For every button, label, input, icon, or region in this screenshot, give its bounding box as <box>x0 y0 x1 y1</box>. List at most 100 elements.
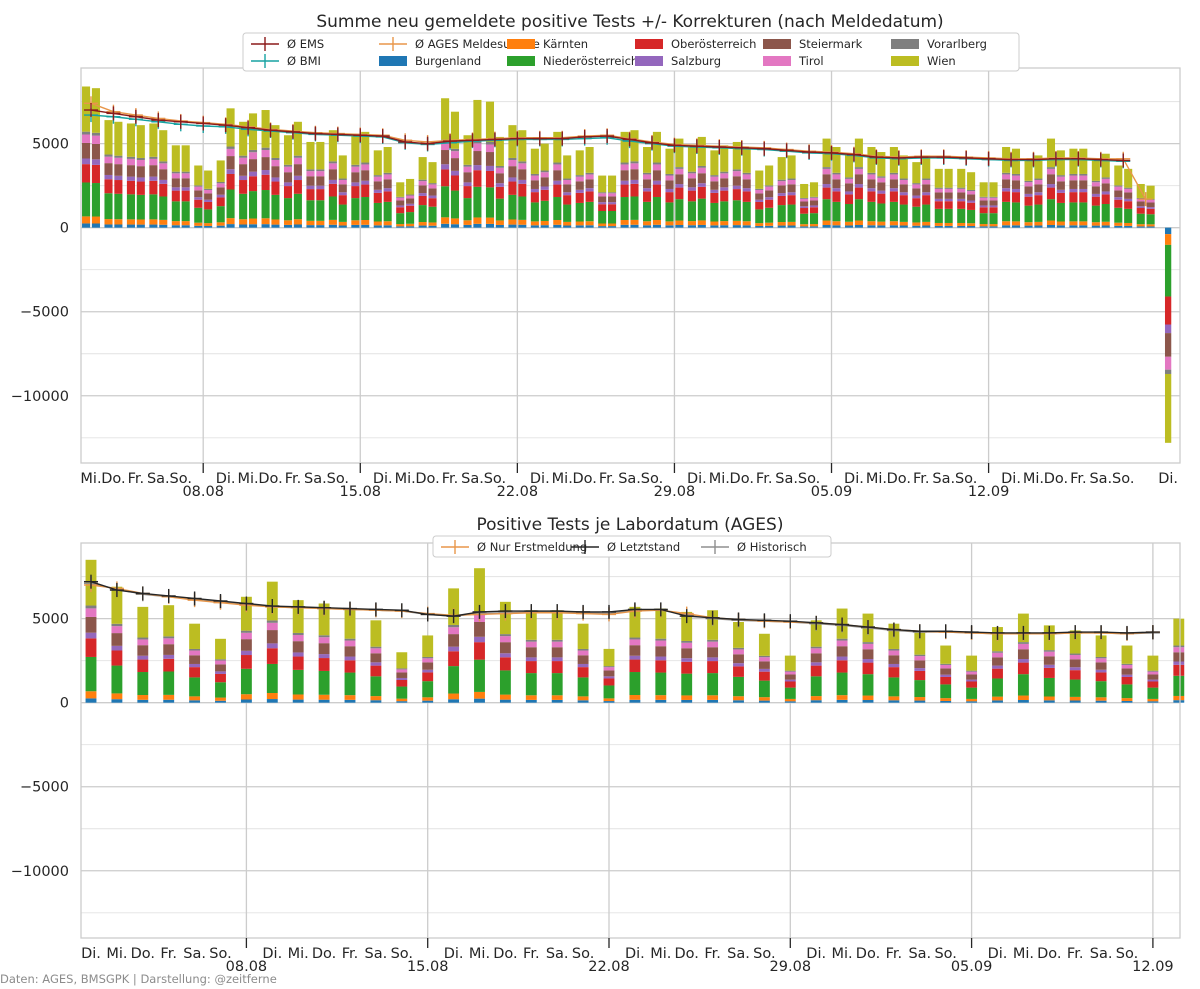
bar-segment <box>383 221 392 226</box>
bar-segment <box>422 662 434 670</box>
bar-segment <box>463 198 472 221</box>
bar-segment <box>675 187 684 200</box>
bar-segment <box>630 183 639 197</box>
bar-segment <box>922 192 931 196</box>
bar-segment <box>171 187 180 191</box>
x-day-label: So. <box>753 946 775 962</box>
x-day-label: Sa. <box>546 946 569 962</box>
bar-segment <box>136 157 145 161</box>
bar-segment <box>328 183 337 197</box>
bar-segment <box>787 204 796 222</box>
bar-segment <box>495 167 504 174</box>
bar-segment <box>1079 175 1088 181</box>
bar-segment <box>292 694 304 700</box>
bar-segment <box>652 131 661 163</box>
bar-segment <box>585 172 594 175</box>
bar-segment <box>1043 656 1055 665</box>
bar-segment <box>1147 670 1159 672</box>
bar-segment <box>163 671 175 695</box>
x-day-label: Mi. <box>395 471 416 487</box>
bar-segment <box>370 676 382 697</box>
bar-segment <box>777 205 786 223</box>
bar-segment <box>1173 647 1185 653</box>
bar-segment <box>710 221 719 226</box>
bar-segment <box>1024 186 1033 194</box>
chart2-legend: Ø Nur Erstmeldung Ø Letztstand Ø Historisc… <box>432 535 832 558</box>
bar-segment <box>495 198 504 221</box>
bar-segment <box>351 198 360 221</box>
bar-segment <box>577 655 589 664</box>
bar-segment <box>563 204 572 222</box>
bar-segment <box>261 218 270 225</box>
bar-segment <box>577 667 589 678</box>
chart1-y-ticks: −10000 −5000 0 5000 <box>11 137 69 405</box>
bar-segment <box>240 632 252 640</box>
bar-segment <box>137 672 149 696</box>
x-day-label: Mi. <box>552 471 573 487</box>
bar-segment <box>914 632 926 655</box>
bar-segment <box>979 205 988 208</box>
bar-segment <box>665 180 674 189</box>
bar-segment <box>1095 672 1107 682</box>
bar-segment <box>485 223 495 228</box>
bar-segment <box>687 225 696 228</box>
bar-segment <box>992 668 1003 679</box>
bar-segment <box>1079 173 1088 176</box>
bar-segment <box>1024 158 1033 181</box>
x-week-label: 05.09 <box>951 959 993 975</box>
bar-segment <box>755 209 764 224</box>
bar-segment <box>271 219 280 225</box>
bar-segment <box>967 200 976 203</box>
bar-segment <box>563 155 572 179</box>
bar-segment <box>126 180 135 195</box>
x-day-label: Do. <box>312 946 336 962</box>
bar-segment <box>508 181 517 195</box>
bar-segment <box>181 171 190 174</box>
bar-segment <box>707 661 719 674</box>
bar-segment <box>540 186 549 190</box>
bar-segment <box>351 182 360 187</box>
bar-segment <box>181 173 190 179</box>
bar-segment <box>525 647 537 658</box>
bar-segment <box>563 178 572 180</box>
x-week-label: 22.08 <box>588 959 630 975</box>
bar-segment <box>85 691 97 699</box>
bar-segment <box>418 205 427 223</box>
bar-segment <box>979 197 988 201</box>
bar-segment <box>643 179 652 189</box>
bar-segment <box>189 663 201 668</box>
bar-segment <box>608 175 617 193</box>
x-day-label: Mi. <box>469 946 490 962</box>
bar-segment <box>603 648 615 667</box>
bar-segment <box>126 176 135 181</box>
bar-segment <box>563 225 572 228</box>
bar-segment <box>966 655 978 671</box>
bar-segment <box>1017 695 1029 701</box>
bar-segment <box>351 224 360 228</box>
bar-segment <box>518 179 527 184</box>
bar-segment <box>1147 655 1159 671</box>
x-week-label: 12.09 <box>1132 959 1174 975</box>
bar-segment <box>240 668 252 695</box>
bar-segment <box>755 223 764 226</box>
bar-segment <box>85 608 97 617</box>
bar-segment <box>418 179 427 182</box>
bar-segment <box>266 622 278 631</box>
bar-segment <box>1114 225 1123 228</box>
bar-segment <box>441 98 450 140</box>
bar-segment <box>474 698 485 703</box>
bar-segment <box>681 695 693 700</box>
bar-segment <box>114 193 123 220</box>
bar-segment <box>1056 192 1065 203</box>
bar-segment <box>598 192 607 194</box>
bar-segment <box>328 219 337 225</box>
bar-segment <box>293 193 302 220</box>
bar-segment <box>940 700 952 703</box>
bar-segment <box>940 674 952 677</box>
bar-segment <box>248 149 258 153</box>
bar-segment <box>655 656 667 661</box>
bar-segment <box>216 160 225 182</box>
bar-segment <box>428 222 437 226</box>
bar-segment <box>1101 153 1110 178</box>
bar-segment <box>441 150 450 165</box>
